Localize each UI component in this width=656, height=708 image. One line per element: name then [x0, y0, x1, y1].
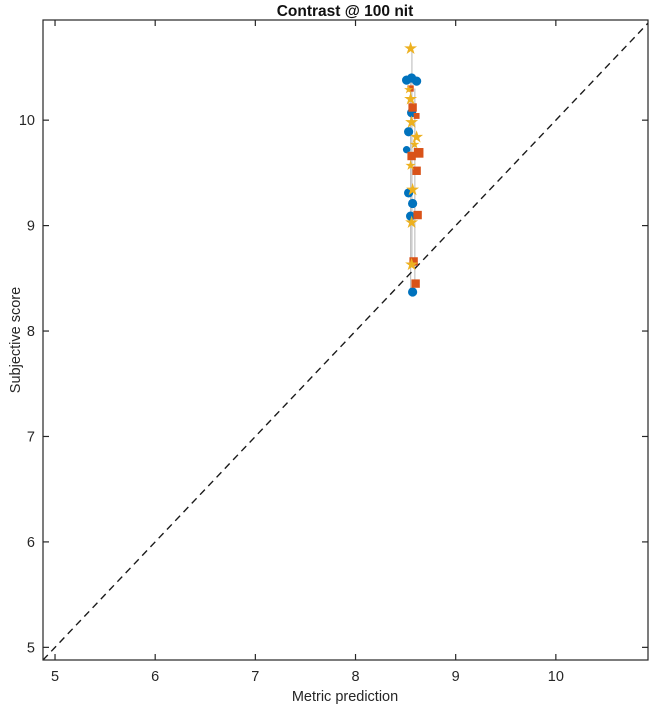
data-point-star: [405, 115, 419, 128]
data-point-square: [411, 279, 420, 288]
y-tick-label: 7: [27, 429, 35, 445]
plot-generated-layer: 5 6 7 8 9 10 5 6 7 8 9 10: [19, 19, 649, 685]
data-point-square: [412, 166, 421, 175]
data-point-square: [407, 151, 416, 161]
x-tick-label: 7: [251, 669, 259, 685]
data-point-star: [405, 160, 416, 170]
y-tick-label: 5: [27, 640, 35, 656]
data-point-star: [405, 215, 419, 228]
y-tick-label: 9: [27, 219, 35, 235]
plot-title: Contrast @ 100 nit: [277, 3, 414, 20]
data-point-star: [406, 182, 420, 196]
data-point-square: [413, 113, 420, 119]
data-point-circle: [402, 146, 411, 154]
data-point-circle: [408, 198, 418, 209]
x-tick-label: 9: [452, 669, 460, 685]
data-point-star: [404, 92, 418, 105]
data-point-square: [413, 210, 422, 220]
y-tick-label: 8: [27, 324, 35, 340]
data-point-square: [413, 148, 424, 158]
y-axis-label: Subjective score: [8, 287, 24, 393]
data-point-star: [410, 130, 424, 143]
data-point-star: [405, 257, 419, 271]
y-tick-label: 6: [27, 535, 35, 551]
x-tick-label: 5: [51, 669, 59, 685]
data-point-star: [404, 41, 418, 54]
data-point-circle: [408, 287, 418, 297]
x-axis-label: Metric prediction: [292, 689, 398, 705]
data-point-square: [408, 103, 417, 112]
data-point-star: [404, 84, 414, 94]
axes-box: [42, 19, 649, 661]
x-tick-label: 6: [151, 669, 159, 685]
x-tick-label: 10: [548, 669, 564, 685]
data-point-square: [409, 257, 418, 266]
data-point-star: [409, 139, 420, 149]
y-tick-label: 10: [19, 113, 35, 129]
data-point-circle: [406, 211, 416, 221]
data-point-circle: [404, 127, 414, 137]
data-point-circle: [412, 76, 422, 86]
x-tick-label: 8: [351, 669, 359, 685]
identity-dashed-line: [42, 22, 649, 661]
